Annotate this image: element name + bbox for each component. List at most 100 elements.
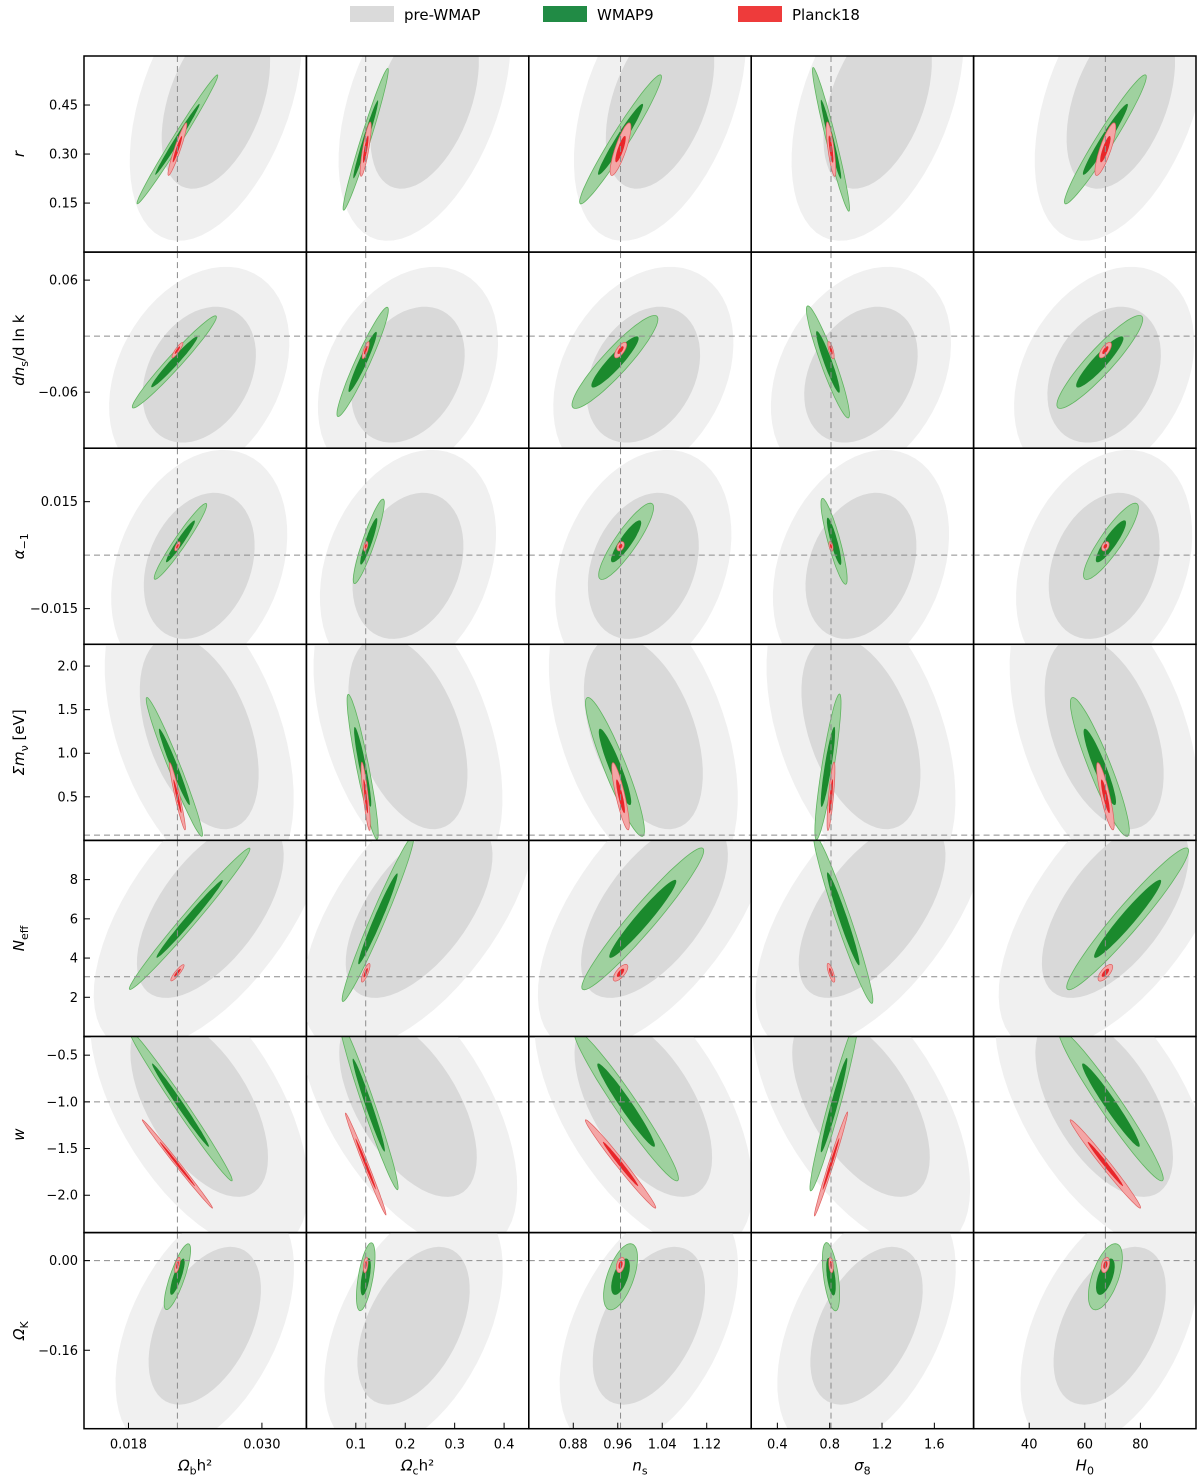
- panel-dns_dlnk-vs-H_0: [972, 251, 1197, 449]
- panel-r-vs-n_s: [528, 55, 752, 253]
- y-tick-label: 2: [70, 991, 78, 1006]
- panel-grid: [83, 55, 1197, 1430]
- y-tick-label: −0.06: [38, 386, 78, 401]
- panel-r-vs-omega_b: [83, 55, 308, 253]
- wmap9-68-contour: [609, 879, 677, 958]
- axis-label-main: H: [1076, 1457, 1087, 1475]
- wmap9-68-contour: [826, 517, 842, 565]
- planck18-68-contour: [618, 543, 623, 549]
- y-tick-label: −2.0: [46, 1189, 78, 1204]
- prewmap-68-contour: [357, 1246, 470, 1405]
- panel-alpha_m1-vs-n_s: [528, 447, 752, 646]
- prewmap-68-contour: [370, 56, 479, 189]
- wmap9-68-contour: [1082, 1063, 1140, 1147]
- x-tick-label: 80: [1132, 1438, 1149, 1453]
- y-tick-label: 0.45: [49, 99, 78, 114]
- panel-w-vs-omega_c: [305, 1035, 530, 1234]
- planck18-68-contour: [174, 346, 181, 354]
- x-tick-label: 0.4: [767, 1438, 788, 1453]
- panel-N_eff-vs-H_0: [972, 839, 1197, 1038]
- panel-w-vs-n_s: [528, 1035, 752, 1234]
- wmap9-68-contour: [151, 336, 198, 388]
- axis-label-sub: eff: [18, 925, 31, 940]
- panel-dns_dlnk-vs-omega_c: [305, 251, 530, 449]
- planck18-68-contour: [159, 1141, 195, 1187]
- axis-label-sub: s: [642, 1465, 648, 1477]
- prewmap-68-contour: [143, 492, 255, 639]
- axis-label-main: α: [10, 549, 28, 559]
- x-tick-label: 0.018: [110, 1438, 147, 1453]
- axis-label-rest: h²: [197, 1457, 213, 1475]
- y-tick-label: −0.5: [46, 1049, 78, 1064]
- prewmap-68-contour: [792, 1036, 930, 1197]
- y-axis-label-omega_K: ΩK: [10, 1321, 31, 1341]
- panel-r-vs-sigma_8: [750, 55, 975, 253]
- legend-label: Planck18: [792, 6, 860, 24]
- wmap9-68-contour: [348, 331, 377, 392]
- axis-label-sub: −1: [18, 533, 31, 549]
- planck18-68-contour: [176, 544, 179, 549]
- axis-label-main: N: [10, 940, 28, 951]
- panel-dns_dlnk-vs-sigma_8: [750, 251, 975, 449]
- panel-N_eff-vs-omega_c: [305, 839, 530, 1038]
- axis-label-sub: 0: [1087, 1465, 1094, 1477]
- y-tick-label: 1.5: [57, 703, 78, 718]
- x-tick-label: 0.3: [444, 1438, 465, 1453]
- y-tick-label: 0.06: [49, 274, 78, 289]
- wmap9-68-contour: [1094, 879, 1162, 958]
- axis-label-sub: c: [413, 1465, 419, 1477]
- wmap9-68-contour: [611, 520, 642, 563]
- panel-N_eff-vs-n_s: [528, 839, 752, 1038]
- x-tick-label: 0.2: [395, 1438, 416, 1453]
- planck18-68-contour: [830, 543, 832, 549]
- prewmap-68-contour: [1044, 644, 1164, 830]
- prewmap-68-contour: [587, 492, 699, 639]
- x-axis-label-sigma_8: σ8: [854, 1457, 871, 1477]
- planck18-68-contour: [822, 1138, 840, 1190]
- prewmap-68-contour: [586, 306, 701, 443]
- panel-dns_dlnk-vs-n_s: [528, 251, 752, 449]
- x-tick-label: 0.4: [494, 1438, 515, 1453]
- y-tick-label: 0.5: [57, 790, 78, 805]
- planck18-68-contour: [364, 543, 367, 549]
- panel-sum_mnu-vs-sigma_8: [750, 643, 975, 842]
- wmap9-68-contour: [1095, 520, 1126, 563]
- wmap9-68-contour: [1076, 336, 1124, 388]
- panel-r-vs-omega_c: [305, 55, 530, 253]
- panel-alpha_m1-vs-omega_c: [305, 447, 530, 646]
- y-tick-label: −0.015: [30, 602, 78, 617]
- planck18-68-contour: [363, 345, 368, 355]
- y-tick-label: −1.5: [46, 1142, 78, 1157]
- panel-dns_dlnk-vs-omega_b: [83, 251, 308, 449]
- wmap9-68-contour: [166, 520, 195, 563]
- y-tick-label: 0.015: [41, 495, 78, 510]
- prewmap-68-contour: [823, 56, 932, 189]
- y-tick-label: 8: [70, 873, 78, 888]
- planck18-68-contour: [602, 1141, 639, 1187]
- x-axis-label-omega_c: Ωch²: [400, 1457, 434, 1477]
- x-tick-label: 0.8: [819, 1438, 840, 1453]
- axis-label-rest: [eV]: [10, 709, 28, 745]
- planck18-68-contour: [1087, 1141, 1123, 1187]
- y-axis-label-N_eff: Neff: [10, 925, 31, 951]
- prewmap-68-contour: [136, 840, 284, 998]
- axis-label-sub: ν: [18, 745, 31, 751]
- legend-swatch: [543, 6, 587, 22]
- prewmap-68-contour: [605, 56, 715, 189]
- panel-alpha_m1-vs-omega_b: [83, 447, 308, 646]
- wmap9-68-contour: [158, 728, 190, 805]
- axis-label-main: w: [10, 1128, 28, 1141]
- legend-label: pre-WMAP: [404, 6, 480, 24]
- planck18-68-contour: [617, 346, 624, 354]
- legend-item-wmap9: WMAP9: [543, 6, 654, 24]
- y-tick-label: 2.0: [57, 660, 78, 675]
- panel-N_eff-vs-sigma_8: [750, 839, 975, 1038]
- planck18-68-contour: [1103, 543, 1108, 549]
- wmap9-68-contour: [352, 1058, 385, 1152]
- legend-item-pre-wmap: pre-WMAP: [350, 6, 480, 24]
- y-tick-label: −1.0: [46, 1095, 78, 1110]
- y-tick-label: −0.16: [38, 1344, 78, 1359]
- wmap9-68-contour: [816, 331, 840, 393]
- prewmap-68-contour: [804, 306, 918, 443]
